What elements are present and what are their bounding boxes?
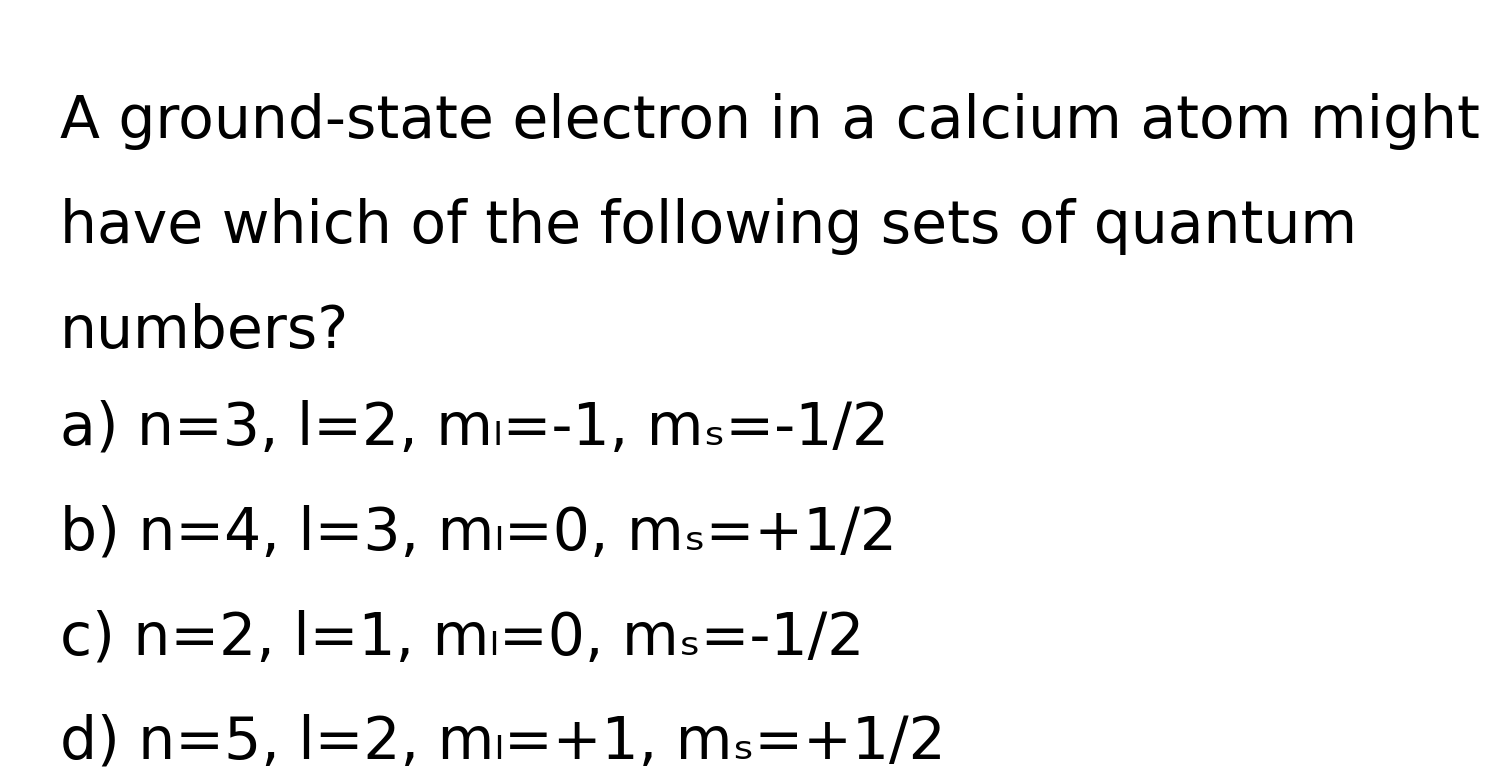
Text: a) n=3, l=2, mₗ=-1, mₛ=-1/2: a) n=3, l=2, mₗ=-1, mₛ=-1/2 xyxy=(60,400,889,456)
Text: b) n=4, l=3, mₗ=0, mₛ=+1/2: b) n=4, l=3, mₗ=0, mₛ=+1/2 xyxy=(60,504,897,561)
Text: d) n=5, l=2, mₗ=+1, mₛ=+1/2: d) n=5, l=2, mₗ=+1, mₛ=+1/2 xyxy=(60,714,945,771)
Text: have which of the following sets of quantum: have which of the following sets of quan… xyxy=(60,198,1358,255)
Text: A ground-state electron in a calcium atom might: A ground-state electron in a calcium ato… xyxy=(60,93,1480,150)
Text: c) n=2, l=1, mₗ=0, mₛ=-1/2: c) n=2, l=1, mₗ=0, mₛ=-1/2 xyxy=(60,609,864,666)
Text: numbers?: numbers? xyxy=(60,303,350,359)
